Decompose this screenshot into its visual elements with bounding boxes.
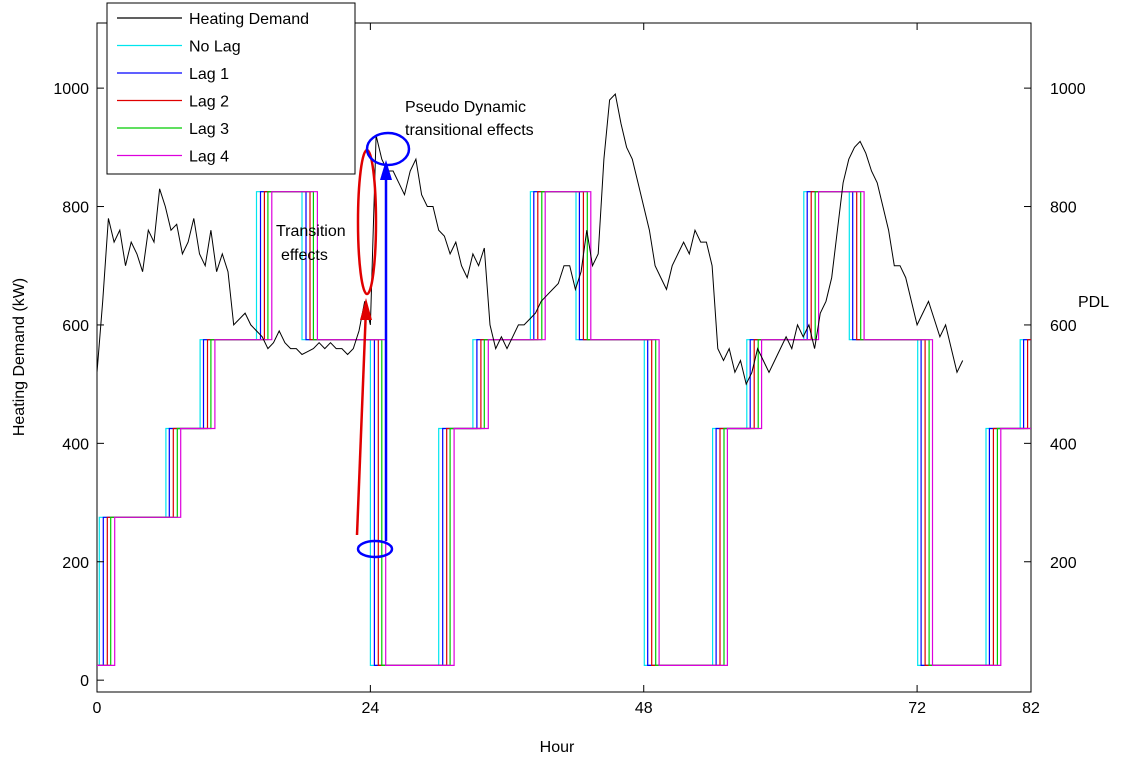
annotation-pseudo-line1: Pseudo Dynamic [405, 99, 526, 116]
x-tick-label-24: 24 [361, 700, 379, 717]
legend-label-lag-1: Lag 1 [189, 66, 229, 83]
y2-tick-label-600: 600 [1050, 318, 1077, 335]
y2-tick-label-1000: 1000 [1050, 81, 1086, 98]
y-tick-label-800: 800 [62, 200, 89, 217]
x-axis-label: Hour [540, 739, 575, 756]
legend-label-lag-2: Lag 2 [189, 94, 229, 111]
y-tick-label-400: 400 [62, 436, 89, 453]
y-tick-label-0: 0 [80, 673, 89, 690]
y-tick-label-600: 600 [62, 318, 89, 335]
annotation-transition-line2: effects [281, 247, 328, 264]
legend-label-no-lag: No Lag [189, 39, 241, 56]
x-tick-label-48: 48 [635, 700, 653, 717]
legend-label-lag-3: Lag 3 [189, 121, 229, 138]
y-tick-label-1000: 1000 [53, 81, 89, 98]
y2-tick-label-800: 800 [1050, 200, 1077, 217]
y-axis-label: Heating Demand (kW) [11, 278, 28, 436]
legend-box [107, 3, 355, 174]
legend: Heating Demand No Lag Lag 1 Lag 2 Lag 3 Lag 4 [107, 3, 355, 174]
y2-tick-label-400: 400 [1050, 436, 1077, 453]
y2-tick-label-200: 200 [1050, 555, 1077, 572]
x-tick-label-0: 0 [93, 700, 102, 717]
y2-axis-label: PDL [1078, 294, 1109, 311]
legend-label-lag-4: Lag 4 [189, 149, 229, 166]
y-tick-label-200: 200 [62, 555, 89, 572]
annotation-pseudo-line2: transitional effects [405, 122, 534, 139]
x-tick-label-82: 82 [1022, 700, 1040, 717]
x-tick-label-72: 72 [908, 700, 926, 717]
legend-label-heating-demand: Heating Demand [189, 11, 309, 28]
annotation-transition-line1: Transition [276, 223, 346, 240]
